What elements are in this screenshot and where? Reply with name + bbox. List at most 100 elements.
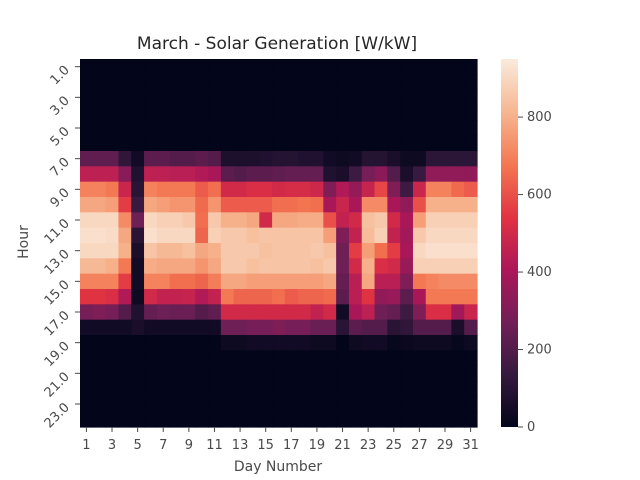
y-tick-label: 7.0	[48, 155, 73, 180]
heatmap-cell	[297, 381, 312, 397]
heatmap-cell	[451, 135, 465, 152]
heatmap-cell	[336, 273, 350, 290]
heatmap-cell	[374, 258, 388, 275]
heatmap-cell	[169, 89, 184, 106]
heatmap-cell	[80, 89, 94, 106]
heatmap-cell	[272, 135, 286, 152]
heatmap-cell	[348, 258, 363, 275]
heatmap-cell	[310, 59, 324, 75]
y-tick-label: 11.0	[42, 216, 73, 247]
heatmap-cell	[208, 365, 222, 382]
heatmap-cell	[233, 273, 248, 290]
heatmap-cell	[105, 105, 120, 121]
heatmap-cell	[464, 243, 478, 259]
heatmap-cell	[272, 166, 286, 183]
heatmap-cell	[387, 89, 401, 106]
heatmap-cell	[156, 181, 171, 198]
heatmap-cell	[272, 89, 286, 106]
heatmap-cell	[80, 135, 94, 152]
heatmap-cell	[259, 396, 273, 413]
heatmap-cell	[438, 151, 452, 167]
heatmap-cell	[144, 166, 158, 183]
heatmap-cell	[438, 258, 452, 275]
heatmap-cell	[336, 335, 350, 351]
heatmap-cell	[169, 197, 184, 213]
heatmap-cell	[297, 135, 312, 152]
heatmap-cell	[464, 258, 478, 275]
x-tick-label: 15	[257, 438, 274, 453]
heatmap-cell	[284, 212, 299, 229]
heatmap-cell	[361, 197, 376, 213]
heatmap-cell	[387, 135, 401, 152]
heatmap-cell	[118, 89, 132, 106]
heatmap-cell	[425, 258, 440, 275]
heatmap-cell	[272, 381, 286, 397]
heatmap-cell	[348, 289, 363, 305]
heatmap-cell	[246, 350, 260, 367]
heatmap-cell	[310, 273, 324, 290]
heatmap-cell	[361, 396, 376, 413]
heatmap-cell	[259, 181, 273, 198]
heatmap-cell	[118, 181, 132, 198]
heatmap-cell	[412, 289, 427, 305]
heatmap-cell	[144, 74, 158, 91]
heatmap-cell	[92, 335, 107, 351]
heatmap-cell	[182, 89, 196, 106]
heatmap-cell	[374, 89, 388, 106]
heatmap-cell	[438, 396, 452, 413]
heatmap-cell	[336, 89, 350, 106]
heatmap-cell	[220, 151, 235, 167]
heatmap-cell	[144, 289, 158, 305]
heatmap-cell	[374, 166, 388, 183]
heatmap-cell	[336, 243, 350, 259]
heatmap-cell	[464, 273, 478, 290]
heatmap-cell	[451, 151, 465, 167]
heatmap-cell	[259, 166, 273, 183]
x-tick-label: 3	[108, 438, 116, 453]
heatmap-cell	[131, 258, 145, 275]
heatmap-cell	[246, 319, 260, 336]
heatmap-cell	[182, 74, 196, 91]
heatmap-cell	[131, 105, 145, 121]
x-tick-label: 29	[437, 438, 454, 453]
heatmap-cell	[464, 411, 478, 428]
heatmap-cell	[208, 89, 222, 106]
heatmap-cell	[105, 273, 120, 290]
heatmap-cell	[438, 135, 452, 152]
x-tick-label: 9	[185, 438, 193, 453]
heatmap-cell	[259, 365, 273, 382]
heatmap-cell	[348, 381, 363, 397]
heatmap-cell	[233, 212, 248, 229]
heatmap-cell	[92, 197, 107, 213]
heatmap-cell	[412, 105, 427, 121]
heatmap-cell	[412, 181, 427, 198]
heatmap-cell	[361, 181, 376, 198]
heatmap-cell	[131, 319, 145, 336]
heatmap-cell	[169, 151, 184, 167]
heatmap-cell	[118, 258, 132, 275]
heatmap-cell	[182, 120, 196, 137]
heatmap-cell	[233, 335, 248, 351]
heatmap-cell	[323, 319, 337, 336]
heatmap-cell	[246, 304, 260, 321]
heatmap-cell	[387, 151, 401, 167]
heatmap-cell	[246, 181, 260, 198]
heatmap-cell	[233, 350, 248, 367]
heatmap-cell	[259, 319, 273, 336]
heatmap-cell	[297, 411, 312, 428]
y-tick-label: 15.0	[42, 278, 73, 309]
heatmap-cell	[208, 289, 222, 305]
heatmap-cell	[105, 197, 120, 213]
heatmap-cell	[195, 365, 209, 382]
heatmap-cell	[118, 411, 132, 428]
heatmap-cell	[233, 105, 248, 121]
heatmap-cell	[387, 381, 401, 397]
heatmap-cell	[131, 135, 145, 152]
heatmap-cell	[425, 74, 440, 91]
heatmap-cell	[233, 227, 248, 244]
heatmap-cell	[144, 212, 158, 229]
y-axis-label: Hour	[16, 225, 32, 259]
heatmap-cell	[412, 227, 427, 244]
heatmap-cell	[374, 243, 388, 259]
heatmap-cell	[156, 227, 171, 244]
